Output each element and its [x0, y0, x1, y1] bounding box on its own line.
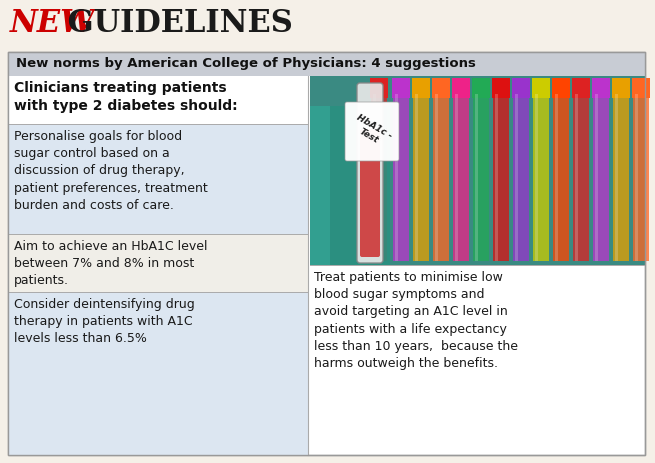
Bar	[435, 94, 438, 261]
Bar	[475, 94, 478, 261]
Bar	[575, 94, 578, 261]
Bar	[8, 124, 308, 234]
FancyBboxPatch shape	[345, 102, 399, 161]
Bar	[515, 94, 518, 261]
Bar	[572, 78, 590, 98]
Text: Personalise goals for blood
sugar control based on a
discussion of drug therapy,: Personalise goals for blood sugar contro…	[14, 130, 208, 212]
Text: HbA1c -
Test: HbA1c - Test	[350, 113, 394, 150]
Bar	[310, 106, 390, 265]
Bar	[393, 94, 409, 261]
Bar	[613, 94, 629, 261]
Bar	[452, 78, 470, 98]
Bar	[310, 76, 645, 265]
Bar	[632, 78, 650, 98]
Bar	[595, 94, 598, 261]
Bar	[492, 78, 510, 98]
Bar	[555, 94, 558, 261]
Bar	[553, 94, 569, 261]
Bar	[413, 94, 429, 261]
Bar	[512, 78, 530, 98]
Bar	[392, 78, 410, 98]
Bar	[8, 52, 645, 76]
Bar	[415, 94, 418, 261]
Bar	[552, 78, 570, 98]
Bar	[373, 94, 376, 261]
Bar	[592, 78, 610, 98]
Text: Clinicians treating patients
with type 2 diabetes should:: Clinicians treating patients with type 2…	[14, 81, 238, 113]
Bar	[495, 94, 498, 261]
Bar	[633, 94, 649, 261]
Bar	[310, 106, 330, 265]
Bar	[433, 94, 449, 261]
Bar	[493, 94, 509, 261]
Text: New norms by American College of Physicians: 4 suggestions: New norms by American College of Physici…	[16, 57, 476, 70]
Bar	[513, 94, 529, 261]
Bar	[395, 94, 398, 261]
FancyBboxPatch shape	[360, 129, 380, 257]
Bar	[8, 76, 308, 124]
Bar	[612, 78, 630, 98]
Bar	[593, 94, 609, 261]
Text: GUIDELINES: GUIDELINES	[57, 8, 293, 39]
Bar	[8, 52, 645, 455]
Bar	[472, 78, 490, 98]
Bar	[8, 292, 308, 455]
Bar	[8, 52, 645, 455]
Text: Aim to achieve an HbA1C level
between 7% and 8% in most
patients.: Aim to achieve an HbA1C level between 7%…	[14, 240, 208, 288]
Bar	[371, 94, 387, 261]
Text: NEW: NEW	[10, 8, 96, 39]
Bar	[535, 94, 538, 261]
Bar	[455, 94, 458, 261]
Bar	[8, 234, 308, 292]
Bar	[432, 78, 450, 98]
Bar	[635, 94, 638, 261]
Bar	[615, 94, 618, 261]
FancyBboxPatch shape	[357, 83, 383, 263]
Bar	[370, 78, 388, 98]
Bar	[533, 94, 549, 261]
Bar	[412, 78, 430, 98]
Bar	[532, 78, 550, 98]
Text: Consider deintensifying drug
therapy in patients with A1C
levels less than 6.5%: Consider deintensifying drug therapy in …	[14, 298, 195, 345]
Bar	[473, 94, 489, 261]
Bar	[453, 94, 469, 261]
Text: Treat patients to minimise low
blood sugar symptoms and
avoid targeting an A1C l: Treat patients to minimise low blood sug…	[314, 271, 518, 370]
Bar	[573, 94, 589, 261]
